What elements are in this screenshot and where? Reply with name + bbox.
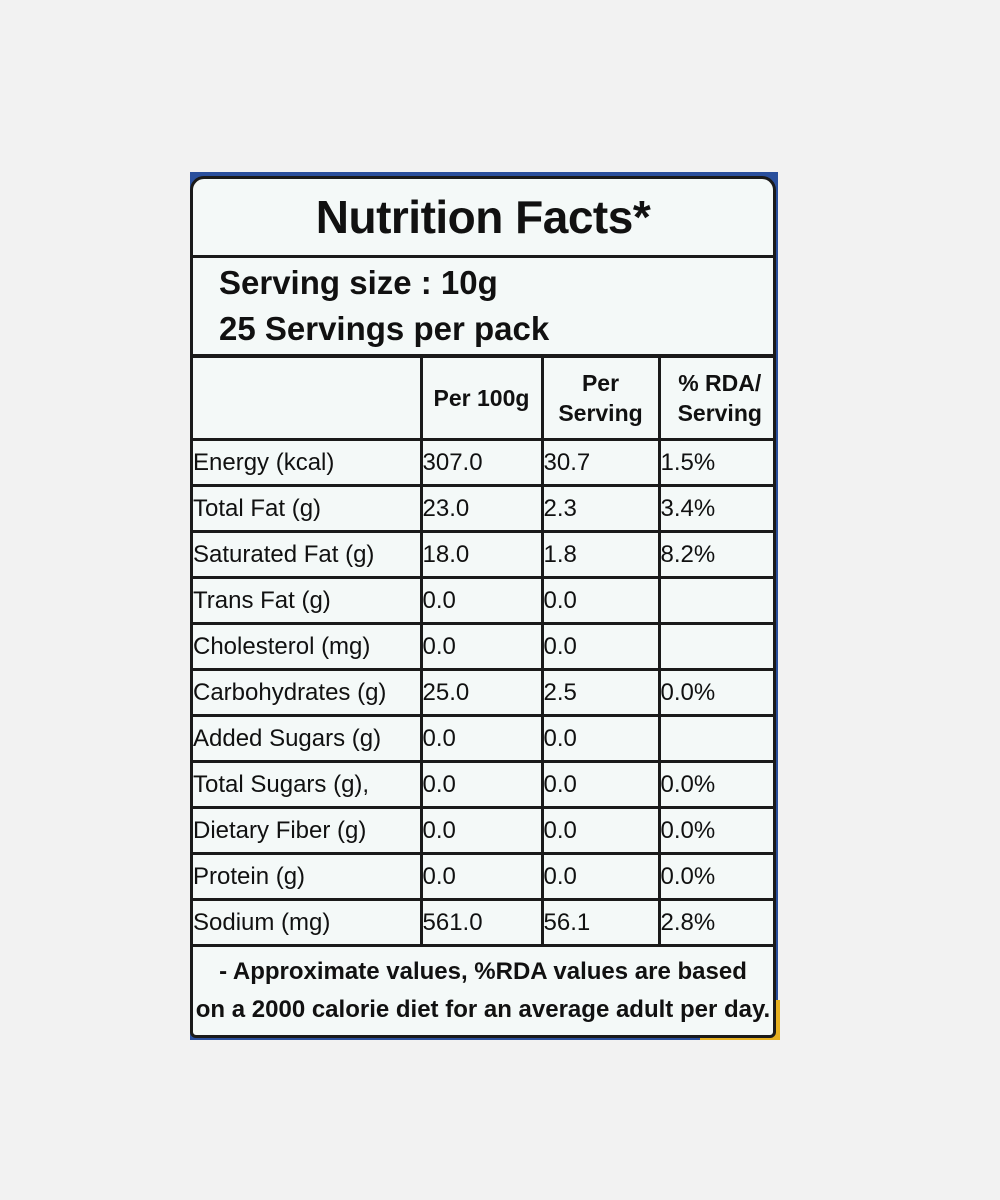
value-per-100g: 0.0 <box>421 761 544 809</box>
nutrient-name: Added Sugars (g) <box>193 715 423 763</box>
value-per-serving: 2.5 <box>542 669 661 717</box>
nutrient-name: Energy (kcal) <box>193 439 423 487</box>
value-per-serving: 30.7 <box>542 439 661 487</box>
serving-info: Serving size : 10g 25 Servings per pack <box>193 258 773 358</box>
value-per-serving: 0.0 <box>542 853 661 901</box>
header-rda-line1: % RDA/ <box>678 370 762 396</box>
value-per-serving: 1.8 <box>542 531 661 579</box>
nutrient-name: Carbohydrates (g) <box>193 669 423 717</box>
value-per-100g: 0.0 <box>421 577 544 625</box>
value-per-100g: 25.0 <box>421 669 544 717</box>
value-rda: 3.4% <box>659 485 773 533</box>
servings-per-pack: 25 Servings per pack <box>219 310 550 347</box>
header-rda: % RDA/ Serving <box>659 358 773 441</box>
table-row: Carbohydrates (g) 25.0 2.5 0.0% <box>193 669 773 717</box>
value-rda: 0.0% <box>659 761 773 809</box>
table-row: Dietary Fiber (g) 0.0 0.0 0.0% <box>193 807 773 855</box>
table-row: Trans Fat (g) 0.0 0.0 <box>193 577 773 625</box>
value-per-100g: 0.0 <box>421 807 544 855</box>
value-rda: 0.0% <box>659 807 773 855</box>
footnote-line-1: - Approximate values, %RDA values are ba… <box>219 958 747 985</box>
table-row: Added Sugars (g) 0.0 0.0 <box>193 715 773 763</box>
header-rda-line2: Serving <box>677 400 762 426</box>
nutrition-label: Nutrition Facts* Serving size : 10g 25 S… <box>190 176 776 1038</box>
footnote: - Approximate values, %RDA values are ba… <box>193 947 773 1029</box>
serving-size: Serving size : 10g <box>219 264 498 301</box>
value-per-serving: 0.0 <box>542 623 661 671</box>
value-rda <box>659 623 773 671</box>
nutrient-name: Protein (g) <box>193 853 423 901</box>
value-per-serving: 2.3 <box>542 485 661 533</box>
footnote-line-2: on a 2000 calorie diet for an average ad… <box>195 996 771 1023</box>
table-row: Cholesterol (mg) 0.0 0.0 <box>193 623 773 671</box>
value-rda: 0.0% <box>659 669 773 717</box>
table-row: Total Sugars (g), 0.0 0.0 0.0% <box>193 761 773 809</box>
value-per-100g: 307.0 <box>421 439 544 487</box>
header-nutrient <box>193 358 423 441</box>
value-per-serving: 0.0 <box>542 761 661 809</box>
nutrient-name: Total Fat (g) <box>193 485 423 533</box>
table-row: Sodium (mg) 561.0 56.1 2.8% <box>193 899 773 947</box>
value-per-100g: 0.0 <box>421 853 544 901</box>
value-rda: 2.8% <box>659 899 773 947</box>
label-title: Nutrition Facts* <box>193 179 773 258</box>
value-rda <box>659 715 773 763</box>
header-per-serving-line2: Serving <box>558 400 643 426</box>
nutrient-name: Cholesterol (mg) <box>193 623 423 671</box>
nutrient-name: Total Sugars (g), <box>193 761 423 809</box>
header-per-100g: Per 100g <box>421 358 544 441</box>
value-per-serving: 0.0 <box>542 715 661 763</box>
value-per-100g: 18.0 <box>421 531 544 579</box>
value-per-serving: 0.0 <box>542 577 661 625</box>
header-per-serving-line1: Per <box>581 370 620 396</box>
nutrition-table: Per 100g Per Serving % RDA/ Serving Ener… <box>193 358 773 947</box>
value-per-serving: 0.0 <box>542 807 661 855</box>
header-per-serving: Per Serving <box>542 358 661 441</box>
value-per-100g: 0.0 <box>421 623 544 671</box>
value-rda <box>659 577 773 625</box>
table-row: Protein (g) 0.0 0.0 0.0% <box>193 853 773 901</box>
table-header-row: Per 100g Per Serving % RDA/ Serving <box>193 358 773 441</box>
value-per-100g: 561.0 <box>421 899 544 947</box>
value-rda: 0.0% <box>659 853 773 901</box>
nutrient-name: Saturated Fat (g) <box>193 531 423 579</box>
nutrient-name: Sodium (mg) <box>193 899 423 947</box>
table-row: Energy (kcal) 307.0 30.7 1.5% <box>193 439 773 487</box>
value-rda: 8.2% <box>659 531 773 579</box>
table-row: Saturated Fat (g) 18.0 1.8 8.2% <box>193 531 773 579</box>
table-row: Total Fat (g) 23.0 2.3 3.4% <box>193 485 773 533</box>
value-rda: 1.5% <box>659 439 773 487</box>
nutrient-name: Trans Fat (g) <box>193 577 423 625</box>
nutrient-name: Dietary Fiber (g) <box>193 807 423 855</box>
value-per-serving: 56.1 <box>542 899 661 947</box>
value-per-100g: 23.0 <box>421 485 544 533</box>
value-per-100g: 0.0 <box>421 715 544 763</box>
